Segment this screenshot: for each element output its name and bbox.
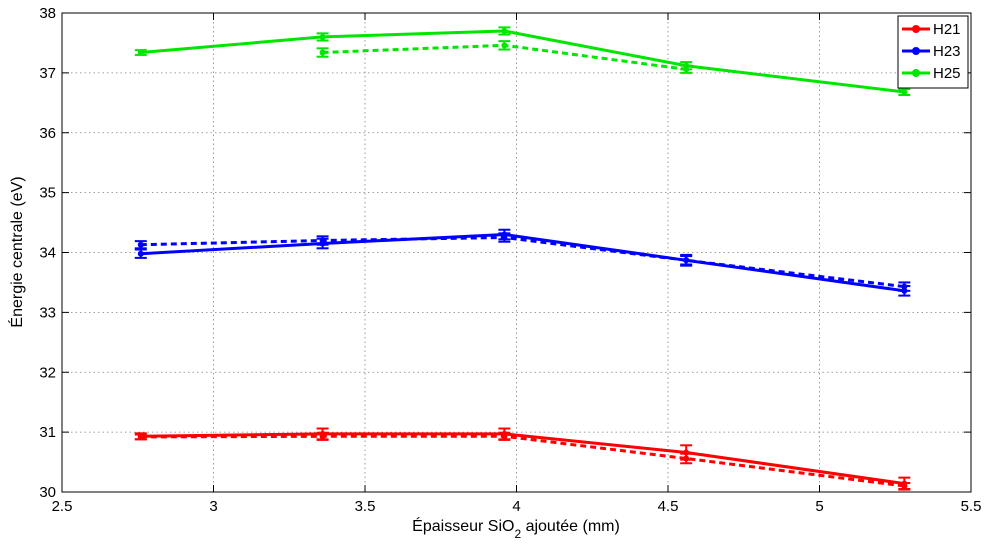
series-line-h25-solid — [140, 29, 905, 94]
legend-label-h21: H21 — [933, 21, 961, 38]
x-tick-label: 5.5 — [961, 498, 982, 515]
y-tick-label: 32 — [39, 364, 56, 381]
y-tick-label: 34 — [39, 245, 56, 262]
point-h25-solid — [137, 49, 144, 56]
point-h21-solid — [901, 480, 908, 487]
series-line-h23-dashed — [140, 236, 905, 289]
point-h25-dashed — [501, 42, 508, 49]
grid — [62, 13, 971, 492]
x-tick-label: 5 — [815, 498, 823, 515]
x-axis-label-rest: ajoutée (mm) — [521, 518, 620, 535]
y-tick-label: 33 — [39, 304, 56, 321]
plot-frame — [61, 12, 972, 493]
legend-marker-h25 — [912, 69, 920, 77]
y-tick-label: 30 — [39, 484, 56, 501]
legend: H21 H23 H25 — [897, 15, 969, 89]
point-h23-dashed — [137, 241, 144, 248]
series-group — [134, 26, 911, 491]
series-line-h21-dashed — [140, 434, 905, 488]
legend-label-h23: H23 — [933, 43, 961, 60]
x-tick-label: 2.5 — [52, 498, 73, 515]
y-tick-label: 35 — [39, 185, 56, 202]
legend-label-h25: H25 — [933, 65, 961, 82]
x-tick-label: 4.5 — [658, 498, 679, 515]
point-h25-solid — [901, 89, 908, 96]
point-h21-solid — [683, 449, 690, 456]
point-h25-solid — [501, 27, 508, 34]
legend-marker-h21 — [912, 25, 920, 33]
point-h25-solid — [683, 62, 690, 69]
x-axis-label-subscript: 2 — [514, 527, 521, 541]
point-h21-solid — [319, 430, 326, 437]
point-h23-solid — [683, 257, 690, 264]
x-tick-label: 3.5 — [355, 498, 376, 515]
point-h21-solid — [501, 430, 508, 437]
point-h23-solid — [501, 231, 508, 238]
point-h21-solid — [137, 433, 144, 440]
point-h23-solid — [137, 250, 144, 257]
point-h23-solid — [901, 287, 908, 294]
y-tick-label: 36 — [39, 125, 56, 142]
tick-labels: 2.5 3 3.5 4 4.5 5 5.5 30 31 32 33 34 35 36 37 38 — [39, 5, 981, 515]
point-h23-solid — [319, 240, 326, 247]
x-axis-label: Épaisseur SiO2 ajoutée (mm) — [412, 516, 620, 541]
point-h25-dashed — [319, 49, 326, 56]
point-h25-solid — [319, 33, 326, 40]
x-tick-label: 3 — [209, 498, 217, 515]
x-axis-label-main: Épaisseur SiO — [412, 516, 514, 535]
y-tick-label: 37 — [39, 65, 56, 82]
y-axis-label: Énergie centrale (eV) — [7, 176, 26, 327]
y-tick-label: 31 — [39, 424, 56, 441]
legend-marker-h23 — [912, 47, 920, 55]
series-line-h21-solid — [140, 432, 905, 486]
y-tick-label: 38 — [39, 5, 56, 22]
x-tick-label: 4 — [512, 498, 520, 515]
